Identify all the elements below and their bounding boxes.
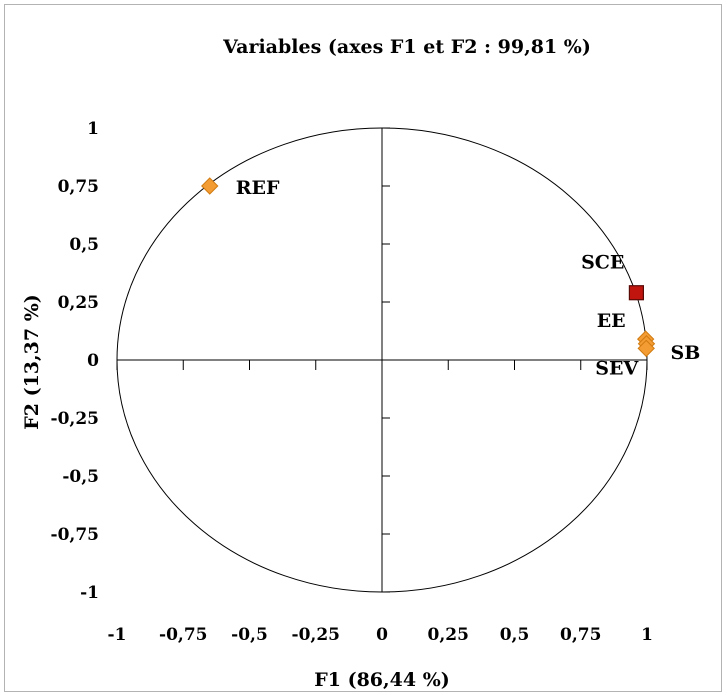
x-axis-title: F1 (86,44 %) <box>314 669 449 691</box>
x-tick-label: 0,25 <box>428 625 469 645</box>
point-ref <box>201 177 219 195</box>
y-tick-label: -0,5 <box>62 467 99 487</box>
x-tick-label: -1 <box>108 625 127 645</box>
y-tick-label: -0,75 <box>51 525 99 545</box>
y-tick-label: 1 <box>87 119 99 139</box>
y-tick-label: 0,75 <box>58 177 99 197</box>
point-label-ref: REF <box>236 177 280 199</box>
x-tick-label: -0,75 <box>159 625 207 645</box>
x-tick-label: 0,75 <box>560 625 601 645</box>
point-label-sce: SCE <box>581 252 624 274</box>
x-tick-label: -0,25 <box>292 625 340 645</box>
point-label-sev: SEV <box>595 357 639 379</box>
y-axis-title: F2 (13,37 %) <box>21 294 43 429</box>
point-label-sb: SB <box>670 342 700 364</box>
x-tick-label: 1 <box>641 625 653 645</box>
x-tick-label: 0,5 <box>500 625 530 645</box>
point-sce <box>628 285 645 301</box>
y-tick-label: -1 <box>80 583 99 603</box>
x-tick-label: 0 <box>376 625 388 645</box>
y-tick-label: -0,25 <box>51 409 99 429</box>
point-label-ee: EE <box>597 310 626 332</box>
chart-frame <box>4 4 722 692</box>
y-tick-label: 0,25 <box>58 293 99 313</box>
x-tick-label: -0,5 <box>231 625 268 645</box>
point-sev <box>637 339 655 358</box>
y-tick-label: 0,5 <box>69 235 99 255</box>
y-tick-label: 0 <box>87 351 99 371</box>
plot-area: -1 -0,75 -0,5 -0,25 0 0,25 0,5 0,75 1 1 0,75 0,5 0,2… <box>51 119 701 645</box>
chart-title: Variables (axes F1 et F2 : 99,81 %) <box>222 36 591 58</box>
